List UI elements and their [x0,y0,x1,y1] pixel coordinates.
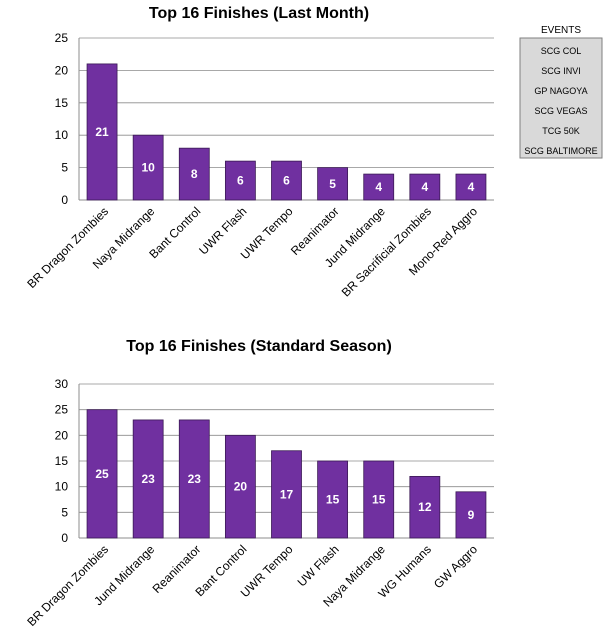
bar [455,491,487,539]
category-label: UW Flash [295,542,342,589]
data-label: 6 [237,174,244,188]
data-label: 15 [326,493,340,507]
category-label: BR Dragon Zombies [24,542,111,629]
bar [224,160,256,201]
data-label: 17 [280,487,294,501]
data-label: 9 [468,508,475,522]
bar [317,167,349,201]
y-tick-label: 25 [55,31,69,45]
data-label: 23 [188,472,202,486]
event-item: SCG INVI [541,66,581,76]
bar [86,63,118,201]
data-label: 5 [329,177,336,191]
events-legend: EVENTS SCG COL SCG INVI GP NAGOYA SCG VEGAS… [519,25,603,159]
y-tick-label: 10 [55,128,69,142]
y-tick-label: 25 [55,403,69,417]
last-month-chart-title: Top 16 Finishes (Last Month) [149,5,369,22]
data-label: 12 [418,500,432,514]
events-legend-box [519,37,603,159]
category-label: GW Aggro [431,542,480,591]
data-label: 10 [141,161,155,175]
bar [363,173,395,201]
bar [132,134,164,201]
bar [86,409,118,539]
bar [224,434,256,539]
data-label: 15 [372,493,386,507]
event-item: SCG VEGAS [534,106,587,116]
bar [409,475,441,539]
y-tick-label: 5 [61,161,68,175]
y-tick-label: 20 [55,63,69,77]
y-tick-label: 15 [55,96,69,110]
event-item: SCG COL [541,46,582,56]
last-month-chart: Top 16 Finishes (Last Month) 21 10 8 6 6 5 4 4 4… [24,5,494,299]
y-tick-label: 30 [55,377,69,391]
bar [178,419,210,539]
data-label: 6 [283,174,290,188]
bar [363,460,395,539]
standard-season-chart: Top 16 Finishes (Standard Season) 25 23 23… [24,338,494,629]
category-label: BR Dragon Zombies [24,204,111,291]
bar [317,460,349,539]
event-item: TCG 50K [542,126,580,136]
events-legend-header: EVENTS [541,25,581,36]
data-label: 4 [468,180,475,194]
y-tick-label: 10 [55,480,69,494]
standard-season-chart-title: Top 16 Finishes (Standard Season) [126,338,392,355]
y-tick-label: 0 [61,193,68,207]
data-label: 4 [421,180,428,194]
y-tick-label: 15 [55,454,69,468]
data-label: 8 [191,167,198,181]
y-tick-label: 20 [55,428,69,442]
data-label: 21 [95,125,109,139]
data-label: 25 [95,467,109,481]
bar [271,160,302,201]
y-tick-label: 5 [61,505,68,519]
event-item: GP NAGOYA [534,86,587,96]
bar [271,450,302,539]
data-label: 23 [141,472,155,486]
bar [132,419,164,539]
bar [455,173,487,201]
data-label: 4 [375,180,382,194]
category-label: BR Sacrificial Zombies [339,204,434,299]
y-tick-label: 0 [61,531,68,545]
bar [178,147,210,201]
event-item: SCG BALTIMORE [524,146,597,156]
bar [409,173,441,201]
data-label: 20 [234,480,248,494]
